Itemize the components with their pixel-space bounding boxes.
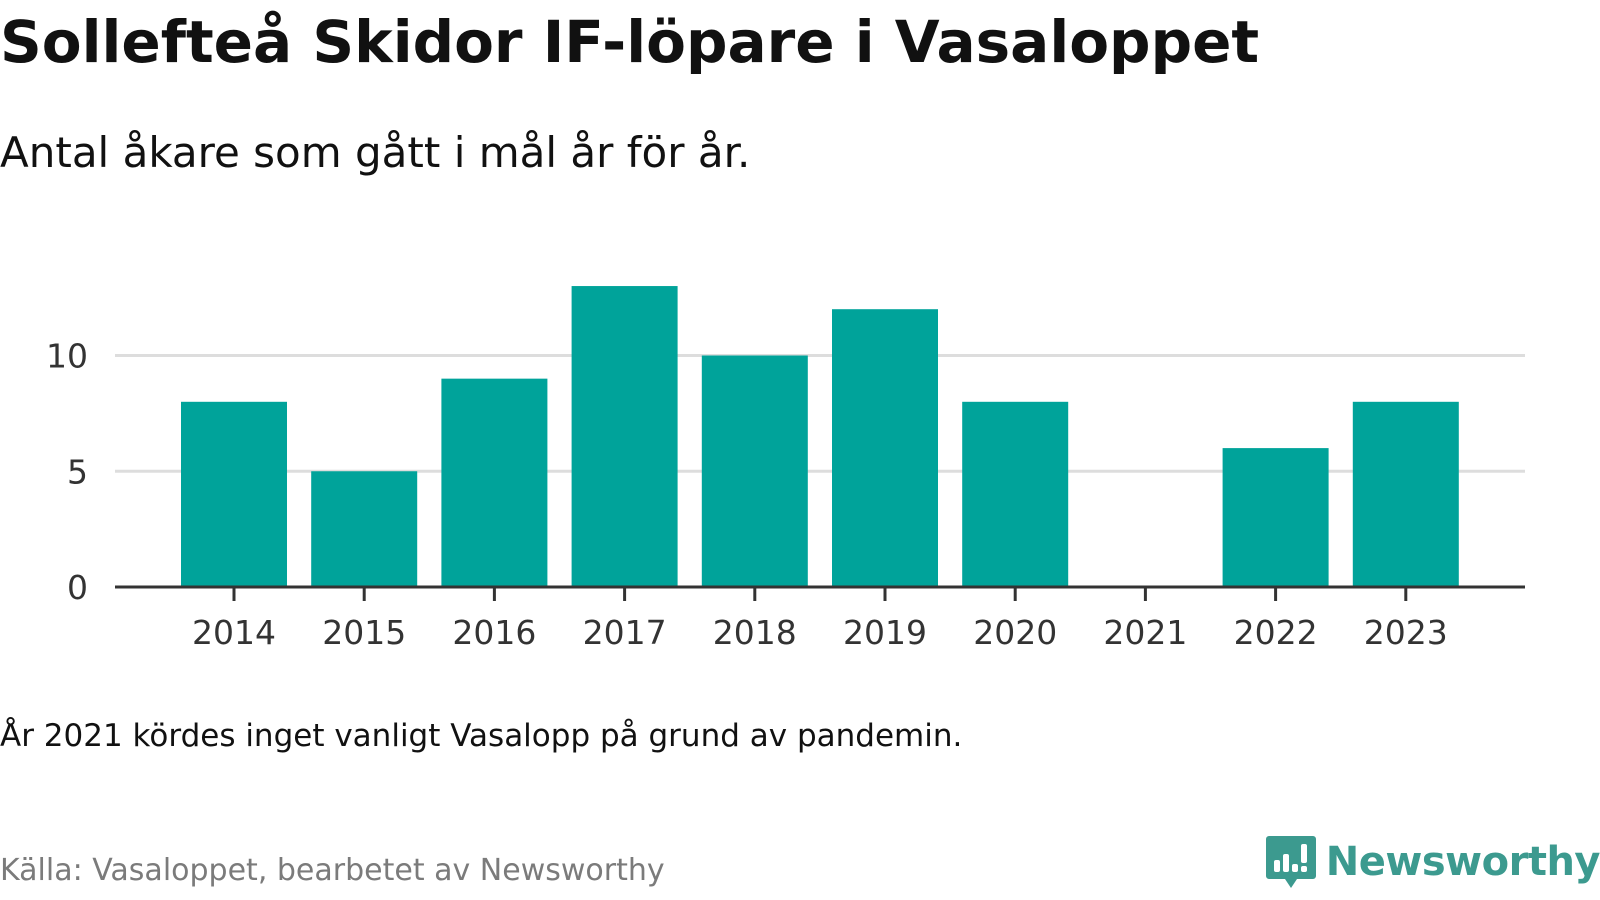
bar-2020[interactable] <box>962 401 1069 587</box>
brand-name: Newsworthy <box>1325 839 1600 885</box>
chart-note: År 2021 kördes inget vanligt Vasalopp på… <box>0 718 963 754</box>
x-tick-label: 2019 <box>843 613 927 652</box>
x-tick-label: 2020 <box>973 613 1057 652</box>
bar-2016[interactable] <box>441 378 548 587</box>
y-tick-label: 5 <box>67 452 88 491</box>
x-tick-label: 2017 <box>583 613 667 652</box>
x-tick-label: 2015 <box>322 613 406 652</box>
x-tick-label: 2014 <box>192 613 276 652</box>
newsworthy-logo-icon <box>1265 836 1316 888</box>
source-credit: Källa: Vasaloppet, bearbetet av Newswort… <box>0 853 665 888</box>
bar-2015[interactable] <box>311 471 418 587</box>
x-tick-label: 2022 <box>1234 613 1318 652</box>
y-tick-label: 10 <box>46 337 88 376</box>
bar-2019[interactable] <box>832 309 938 587</box>
chart-subtitle: Antal åkare som gått i mål år för år. <box>0 128 751 177</box>
x-tick-label: 2016 <box>452 613 536 652</box>
brand-logo[interactable]: Newsworthy <box>1265 836 1600 888</box>
bar-2023[interactable] <box>1352 401 1459 587</box>
chart-title: Sollefteå Skidor IF-löpare i Vasaloppet <box>0 8 1260 76</box>
bar-2022[interactable] <box>1222 448 1329 587</box>
bars <box>181 286 1459 587</box>
x-tick-label: 2018 <box>713 613 797 652</box>
x-tick-label: 2023 <box>1364 613 1448 652</box>
bar-2014[interactable] <box>181 401 287 587</box>
axes: 0 5 10 2014 2015 2016 2017 2018 2019 2020 2021 2022… <box>46 337 1525 652</box>
x-tick-label: 2021 <box>1103 613 1187 652</box>
bar-2018[interactable] <box>701 355 808 588</box>
y-tick-label: 0 <box>67 568 88 607</box>
bar-2017[interactable] <box>571 286 678 587</box>
